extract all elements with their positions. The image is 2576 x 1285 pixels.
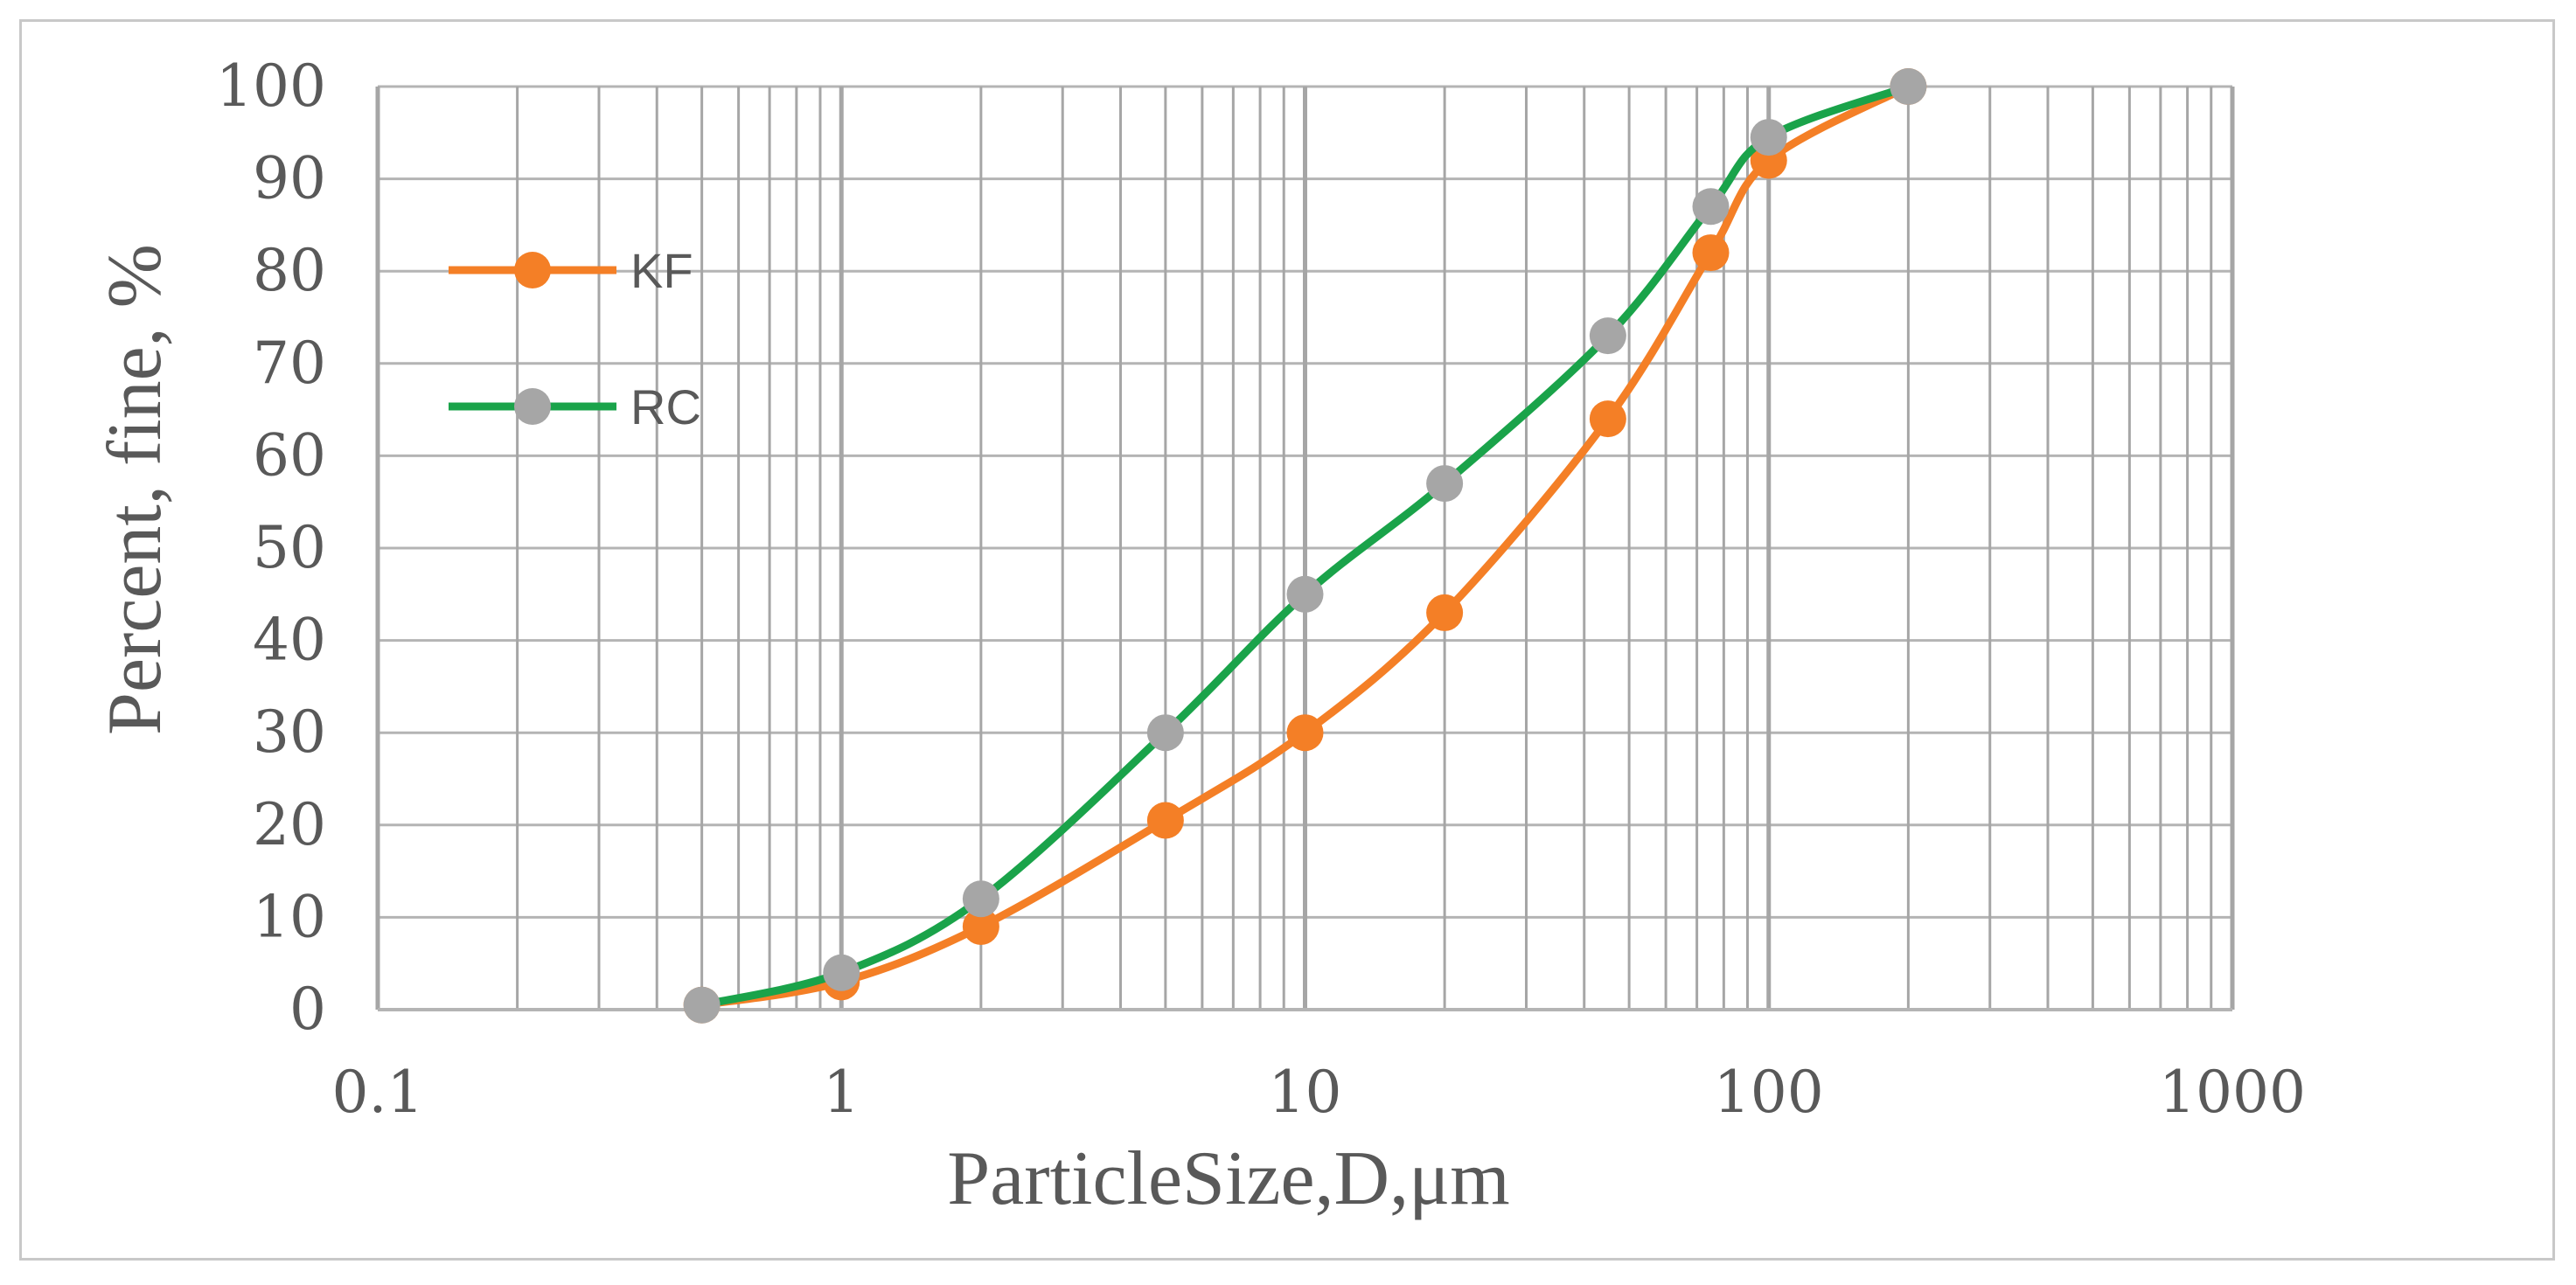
- legend-label-kf: KF: [630, 243, 693, 298]
- series-line-kf: [700, 83, 1911, 1010]
- y-tick-label: 40: [253, 607, 326, 674]
- particle-size-chart: 0 10 20 30 40 50 60 70 80 90 100 0.1 1 10 100 1000 KF R…: [93, 52, 2306, 1221]
- data-point-kf: [1589, 400, 1626, 438]
- data-point-kf: [1286, 714, 1324, 752]
- x-axis-title: ParticleSize,D,μm: [947, 1136, 1509, 1221]
- data-point-rc: [1589, 317, 1626, 355]
- grid: [375, 85, 2235, 1011]
- data-point-rc: [1426, 465, 1464, 503]
- x-tick-label: 0.1: [332, 1059, 424, 1126]
- x-tick-label: 1000: [2159, 1059, 2306, 1126]
- y-tick-label: 90: [253, 145, 326, 212]
- legend-label-rc: RC: [630, 379, 701, 434]
- series-layer: [683, 68, 1927, 1024]
- y-axis-title: Percent, fine, %: [93, 244, 178, 735]
- y-tick-label: 0: [289, 976, 326, 1043]
- x-tick-label: 10: [1269, 1059, 1342, 1126]
- y-tick-label: 20: [253, 791, 326, 858]
- data-point-rc: [1286, 575, 1324, 613]
- data-point-kf: [962, 907, 999, 945]
- series-line-rc: [700, 82, 1910, 1010]
- data-point-kf: [1146, 802, 1184, 839]
- data-point-rc: [1890, 68, 1927, 105]
- data-point-rc: [1146, 714, 1184, 752]
- x-tick-label: 1: [823, 1059, 860, 1126]
- legend-marker-kf: [514, 252, 551, 288]
- y-tick-label: 60: [253, 421, 326, 489]
- y-tick-label: 30: [253, 698, 326, 766]
- data-point-kf: [1426, 594, 1464, 631]
- data-point-rc: [1692, 188, 1730, 226]
- legend-marker-rc: [514, 388, 551, 425]
- y-tick-label: 10: [253, 883, 326, 950]
- data-point-rc: [1750, 119, 1787, 156]
- data-point-rc: [823, 954, 860, 991]
- x-tick-label: 100: [1714, 1059, 1824, 1126]
- y-tick-label: 70: [253, 330, 326, 397]
- y-tick-label: 50: [253, 514, 326, 581]
- y-tick-label: 100: [216, 52, 326, 120]
- data-point-rc: [683, 986, 721, 1024]
- chart-frame: 0 10 20 30 40 50 60 70 80 90 100 0.1 1 10 100 1000 KF R…: [19, 19, 2555, 1261]
- y-tick-label: 80: [253, 237, 326, 304]
- legend: KF RC: [449, 243, 701, 434]
- data-point-kf: [1692, 234, 1730, 272]
- data-point-rc: [962, 880, 999, 918]
- x-tick-labels: 0.1 1 10 100 1000: [332, 1059, 2306, 1126]
- y-tick-labels: 0 10 20 30 40 50 60 70 80 90 100: [216, 52, 326, 1043]
